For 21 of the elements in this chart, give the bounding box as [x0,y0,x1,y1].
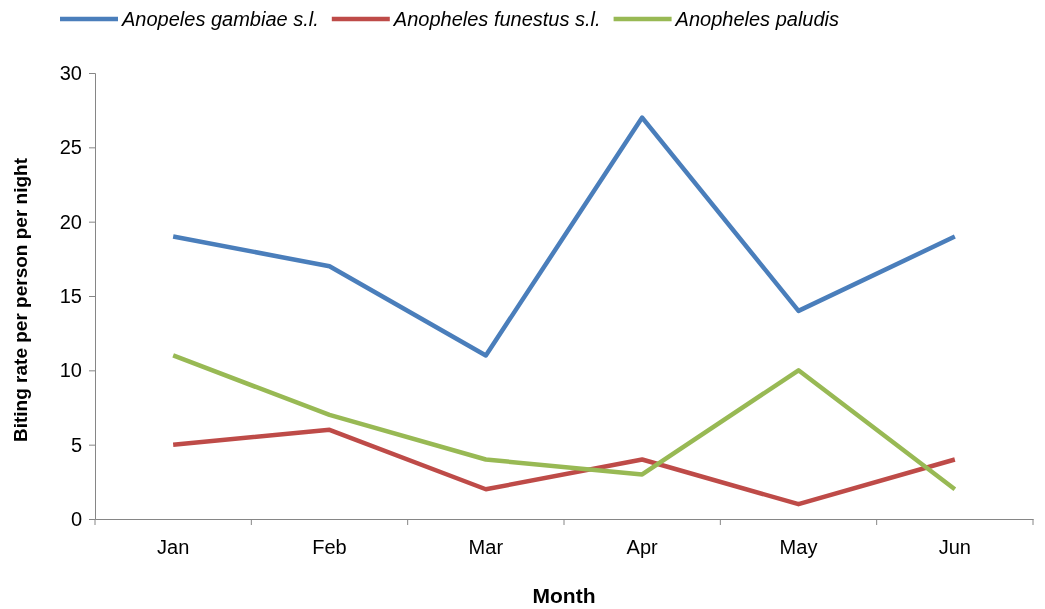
y-tick-label: 25 [59,136,82,159]
y-tick-label: 20 [59,210,82,233]
x-tick-label: Feb [312,536,347,558]
x-tick-label: Apr [626,536,659,558]
legend-label: Anopeles gambiae s.l. [121,8,319,30]
y-tick-label: 10 [59,359,82,382]
legend-label: Anopheles paludis [674,8,840,30]
legend-label: Anopheles funestus s.l. [392,8,601,30]
line-series [170,115,958,358]
x-tick-label: Mar [468,536,504,558]
x-axis-title: Month [532,584,596,607]
y-tick-label: 15 [59,284,82,307]
y-axis-title: Biting rate per person per night [10,157,31,442]
x-tick-label: May [779,536,818,558]
line-series [170,353,958,492]
y-tick-label: 30 [59,61,82,84]
y-tick-label: 5 [70,433,82,456]
line-series [170,427,958,507]
x-tick-label: Jun [938,536,971,558]
y-tick-label: 0 [70,507,82,530]
x-tick-label: Jan [157,536,190,558]
